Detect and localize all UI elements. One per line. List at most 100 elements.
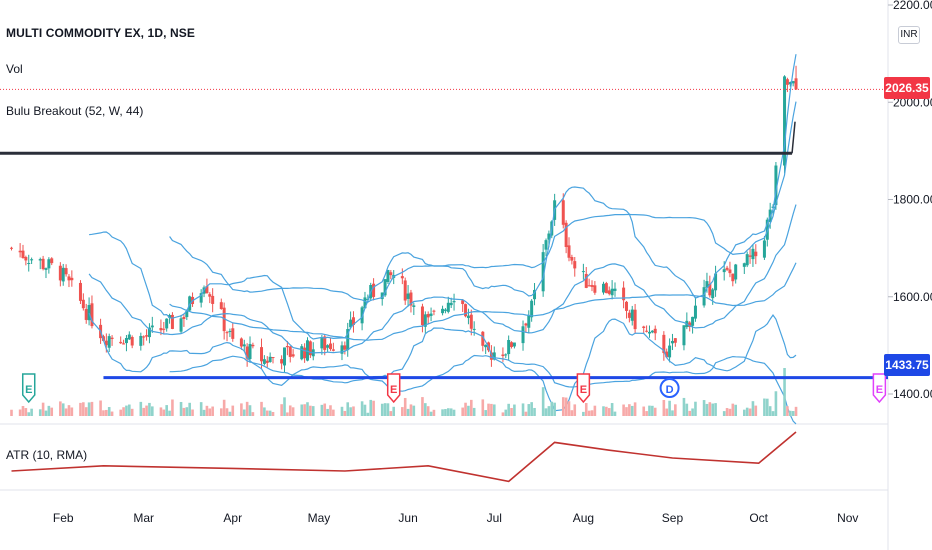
candle-body <box>328 343 332 350</box>
volume-bar <box>67 405 71 416</box>
candle-body <box>27 263 31 265</box>
candle-body <box>794 78 798 90</box>
volume-bar <box>162 409 166 416</box>
candle-body <box>262 359 266 364</box>
volume-bar <box>70 407 74 416</box>
candle-body <box>624 301 628 311</box>
atr-line <box>11 431 797 483</box>
volume-bar <box>366 412 370 416</box>
time-axis-label: Mar <box>133 511 154 525</box>
volume-bar <box>171 399 174 416</box>
volume-bar <box>671 410 674 416</box>
currency-button[interactable]: INR <box>898 26 920 44</box>
volume-bar <box>490 403 493 416</box>
volume-bar <box>441 409 444 416</box>
volume-bar <box>343 410 347 416</box>
candle-body <box>245 346 249 359</box>
event-marker-label: E <box>580 384 587 396</box>
candle-body <box>90 303 94 327</box>
volume-bar <box>610 403 614 416</box>
candle-body <box>541 252 545 292</box>
price-tick-label: 1600.00 <box>893 290 932 304</box>
candle-body <box>380 292 384 300</box>
candle-body <box>162 328 166 330</box>
atr-group <box>11 431 797 483</box>
volume-bar <box>593 405 597 416</box>
candle-body <box>722 269 726 273</box>
volume-bar <box>352 406 355 416</box>
volume-bar <box>662 399 666 416</box>
candle-body <box>24 257 28 261</box>
volume-bar <box>622 404 625 416</box>
volume-bar <box>225 408 229 416</box>
candle-body <box>81 299 85 309</box>
volume-bar <box>406 408 410 416</box>
candle-body <box>38 259 42 261</box>
volume-bar <box>105 409 108 416</box>
candle-body <box>714 273 718 291</box>
volume-bar <box>87 402 91 416</box>
volume-bar <box>199 402 203 416</box>
candle-body <box>122 343 126 345</box>
candle-body <box>119 341 123 344</box>
volume-legend: Vol <box>6 62 23 76</box>
candle-body <box>423 314 427 327</box>
volume-bar <box>449 408 453 416</box>
candle-body <box>145 335 149 337</box>
volume-bar <box>786 406 789 416</box>
candle-body <box>429 313 433 316</box>
candle-body <box>159 328 163 331</box>
candle-body <box>581 271 585 273</box>
candle-body <box>283 347 287 366</box>
volume-bar <box>467 405 470 416</box>
volume-bar <box>27 412 31 416</box>
volume-bar <box>248 405 252 416</box>
volume-bar <box>202 409 206 416</box>
volume-bar <box>648 405 651 416</box>
candle-body <box>607 290 611 294</box>
candle-body <box>751 248 755 260</box>
candle-body <box>630 309 634 321</box>
candle-body <box>211 295 215 304</box>
candle-body <box>225 332 229 334</box>
volume-bar <box>628 404 631 416</box>
volume-bar <box>360 401 364 416</box>
volume-bar <box>222 399 226 416</box>
volume-bar <box>21 406 25 416</box>
volume-bar <box>613 411 617 416</box>
candle-body <box>432 310 436 312</box>
candle-body <box>788 82 792 85</box>
candle-body <box>409 292 413 306</box>
volume-bar <box>228 411 232 416</box>
volume-bar <box>794 406 798 416</box>
candle-body <box>441 308 445 314</box>
volume-bar <box>99 400 102 416</box>
candle-body <box>705 281 709 288</box>
bollinger-band-lo-1 <box>169 354 797 425</box>
bollinger-band-up-1 <box>169 101 797 303</box>
volume-bar <box>783 368 786 416</box>
volume-bar <box>642 406 646 416</box>
candle-body <box>280 359 284 364</box>
bollinger-band-mid-0 <box>88 204 797 354</box>
volume-bar <box>280 404 283 416</box>
candle-body <box>150 325 154 328</box>
candle-body <box>300 346 304 360</box>
volume-bar <box>748 408 752 416</box>
volume-bar <box>84 407 88 416</box>
volume-bar <box>745 407 749 416</box>
candle-body <box>590 285 594 287</box>
volume-bar <box>191 409 194 416</box>
candle-body <box>239 338 243 347</box>
volume-bar <box>751 401 755 416</box>
breakout-indicator-legend: Bulu Breakout (52, W, 44) <box>6 104 144 118</box>
volume-bar <box>245 401 249 416</box>
candle-body <box>691 316 695 326</box>
price-tick-label: 2200.00 <box>893 0 932 12</box>
volume-bar <box>607 408 611 416</box>
candle-body <box>208 294 212 297</box>
candle-body <box>308 341 312 356</box>
candle-body <box>791 81 795 84</box>
candle-body <box>426 314 430 318</box>
